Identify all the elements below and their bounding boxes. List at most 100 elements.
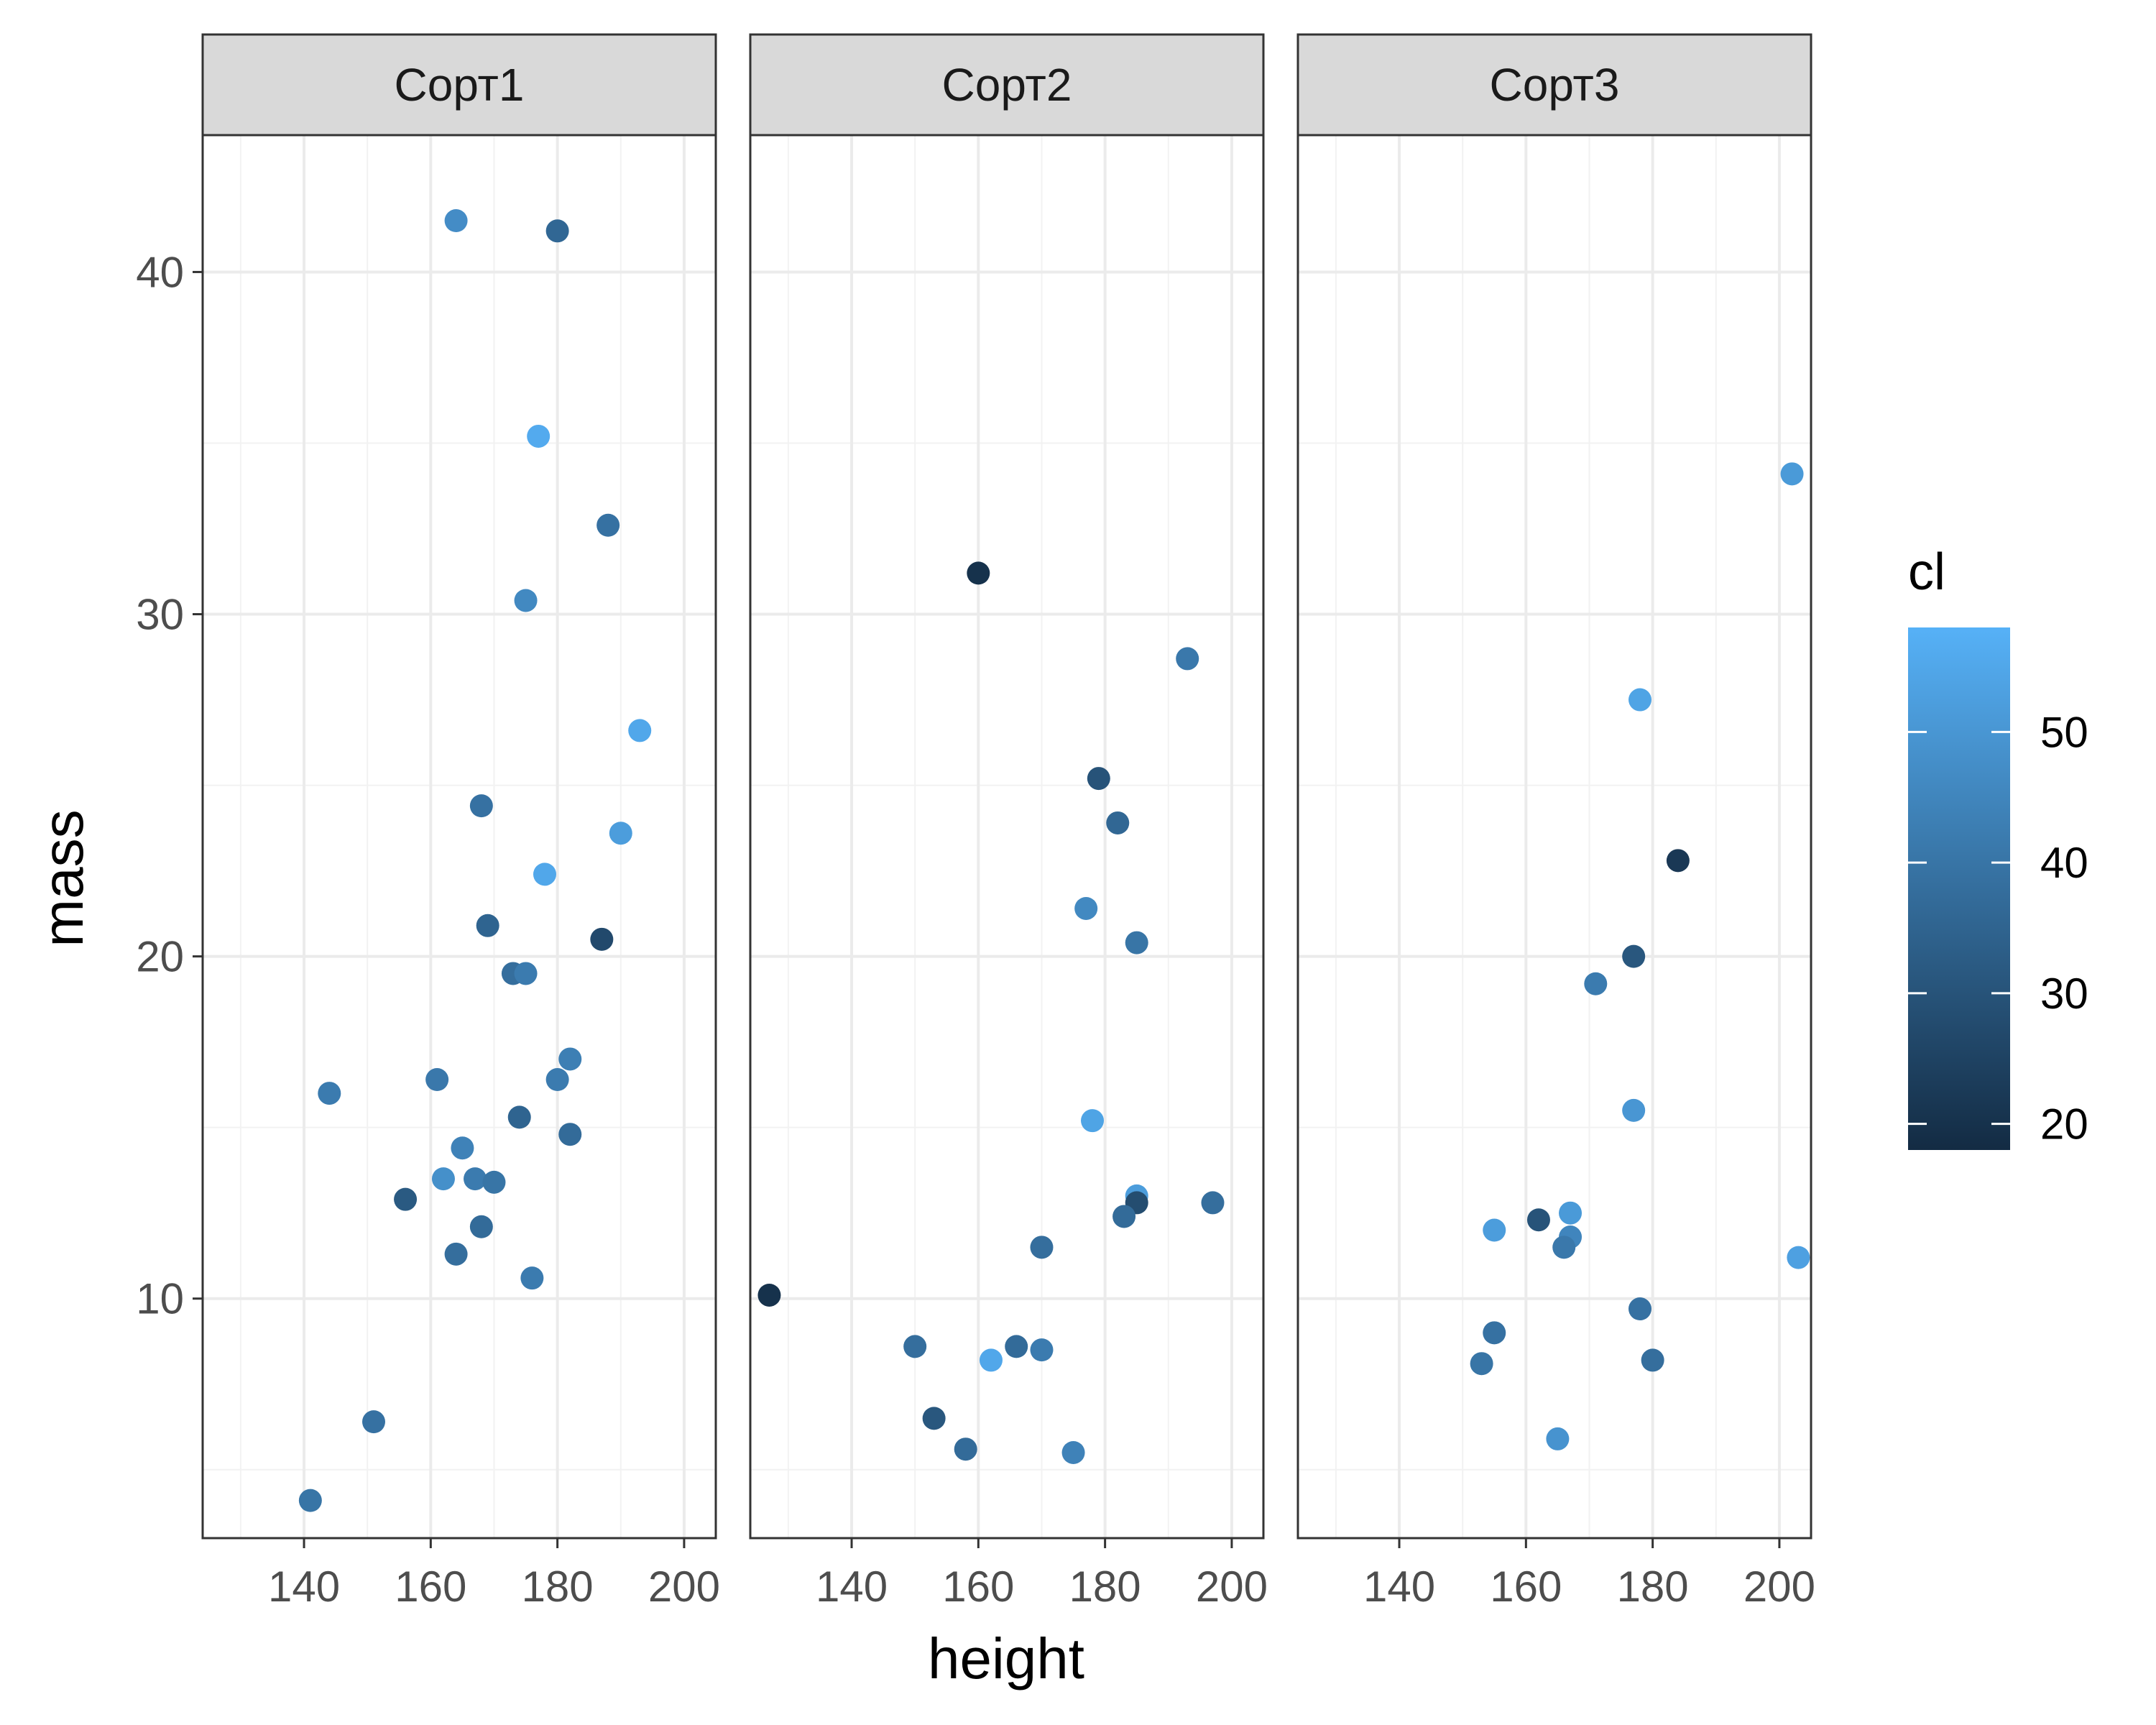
data-point xyxy=(1030,1338,1054,1362)
data-point xyxy=(590,927,614,951)
x-axis-title: height xyxy=(928,1627,1084,1690)
data-point xyxy=(1641,1348,1664,1372)
data-point xyxy=(1628,688,1651,712)
data-point xyxy=(464,1167,487,1191)
x-tick-label: 180 xyxy=(1069,1563,1141,1611)
data-point xyxy=(1780,462,1804,486)
facet-panel: Сорт2 140 160 180 200 xyxy=(749,33,1268,1611)
data-point xyxy=(922,1407,946,1430)
y-axis-title: mass xyxy=(31,809,95,947)
data-point xyxy=(318,1082,341,1105)
data-point xyxy=(1622,1098,1646,1122)
y-tick-label: 30 xyxy=(136,591,184,639)
data-point xyxy=(1125,931,1148,954)
data-point xyxy=(514,962,538,985)
data-point xyxy=(545,1068,569,1092)
colorbar-tick-label: 40 xyxy=(2040,839,2088,887)
data-point xyxy=(954,1438,977,1461)
data-point xyxy=(533,862,556,886)
data-point xyxy=(1546,1427,1570,1450)
data-point xyxy=(1176,647,1199,671)
data-point xyxy=(1074,896,1098,920)
data-point xyxy=(1628,1297,1651,1321)
data-point xyxy=(628,719,652,742)
colorbar xyxy=(1908,627,2010,1150)
facet-strip-label: Сорт1 xyxy=(395,59,525,111)
y-tick-label: 10 xyxy=(136,1275,184,1323)
x-tick-label: 140 xyxy=(816,1563,888,1611)
colorbar-tick-label: 30 xyxy=(2040,970,2088,1018)
data-point xyxy=(1666,849,1690,873)
data-point xyxy=(1005,1335,1028,1358)
data-point xyxy=(558,1123,582,1146)
panel-background xyxy=(1298,135,1811,1538)
facet-strip xyxy=(1296,33,1812,137)
data-point xyxy=(1470,1352,1493,1376)
data-point xyxy=(482,1170,506,1194)
facet-strip-label: Сорт2 xyxy=(942,59,1072,111)
colorbar-tick-label: 20 xyxy=(2040,1100,2088,1149)
panel-background xyxy=(203,135,716,1538)
x-tick-label: 180 xyxy=(522,1563,594,1611)
data-point xyxy=(558,1047,582,1071)
facet-strip xyxy=(749,33,1265,137)
facet-strip-label: Сорт3 xyxy=(1490,59,1620,111)
data-point xyxy=(1622,944,1646,968)
facet-panels: Сорт1 140 160 180 200 Сорт2 140 160 180 200 Сорт3 1… xyxy=(201,33,1815,1611)
facet-panel: Сорт3 140 160 180 200 xyxy=(1296,33,1815,1611)
data-point xyxy=(967,561,990,585)
data-point xyxy=(298,1489,322,1512)
data-point xyxy=(757,1283,781,1307)
data-point xyxy=(1030,1236,1054,1259)
facet-panel: Сорт1 140 160 180 200 xyxy=(201,33,720,1611)
colorbar-tick-label: 50 xyxy=(2040,708,2088,756)
data-point xyxy=(1483,1321,1506,1345)
data-point xyxy=(520,1266,544,1290)
data-point xyxy=(596,513,620,537)
data-point xyxy=(545,219,569,243)
legend-title: cl xyxy=(1908,543,1945,601)
x-tick-label: 200 xyxy=(648,1563,720,1611)
y-tick-label: 20 xyxy=(136,933,184,981)
y-tick-label: 40 xyxy=(136,248,184,296)
color-legend: cl 20 30 40 50 xyxy=(1908,543,2088,1150)
data-point xyxy=(1552,1236,1576,1259)
data-point xyxy=(1106,811,1130,834)
data-point xyxy=(903,1335,927,1358)
data-point xyxy=(394,1187,418,1211)
data-point xyxy=(362,1410,385,1434)
facet-strip xyxy=(201,33,717,137)
data-point xyxy=(469,1215,493,1238)
x-tick-label: 200 xyxy=(1196,1563,1268,1611)
data-point xyxy=(1483,1218,1506,1242)
data-point xyxy=(425,1068,449,1092)
data-point xyxy=(1526,1208,1550,1232)
data-point xyxy=(1081,1109,1104,1133)
x-tick-label: 140 xyxy=(1363,1563,1435,1611)
data-point xyxy=(451,1136,474,1160)
x-tick-label: 160 xyxy=(395,1563,466,1611)
data-point xyxy=(1061,1440,1085,1464)
data-point xyxy=(507,1105,531,1129)
data-point xyxy=(431,1167,455,1191)
data-point xyxy=(476,914,499,937)
x-tick-label: 160 xyxy=(1490,1563,1562,1611)
data-point xyxy=(1201,1191,1225,1215)
data-point xyxy=(1559,1201,1583,1225)
x-tick-label: 140 xyxy=(268,1563,340,1611)
x-tick-label: 180 xyxy=(1617,1563,1689,1611)
data-point xyxy=(1112,1205,1136,1228)
data-point xyxy=(1584,972,1608,995)
data-point xyxy=(514,589,538,612)
data-point xyxy=(1787,1246,1810,1269)
panel-background xyxy=(750,135,1263,1538)
data-point xyxy=(444,1242,468,1266)
data-point xyxy=(609,822,632,845)
x-tick-label: 200 xyxy=(1743,1563,1815,1611)
x-tick-label: 160 xyxy=(942,1563,1014,1611)
y-axis: 10 20 30 40 xyxy=(136,248,203,1323)
data-point xyxy=(527,424,550,448)
data-point xyxy=(979,1348,1003,1372)
data-point xyxy=(469,794,493,818)
